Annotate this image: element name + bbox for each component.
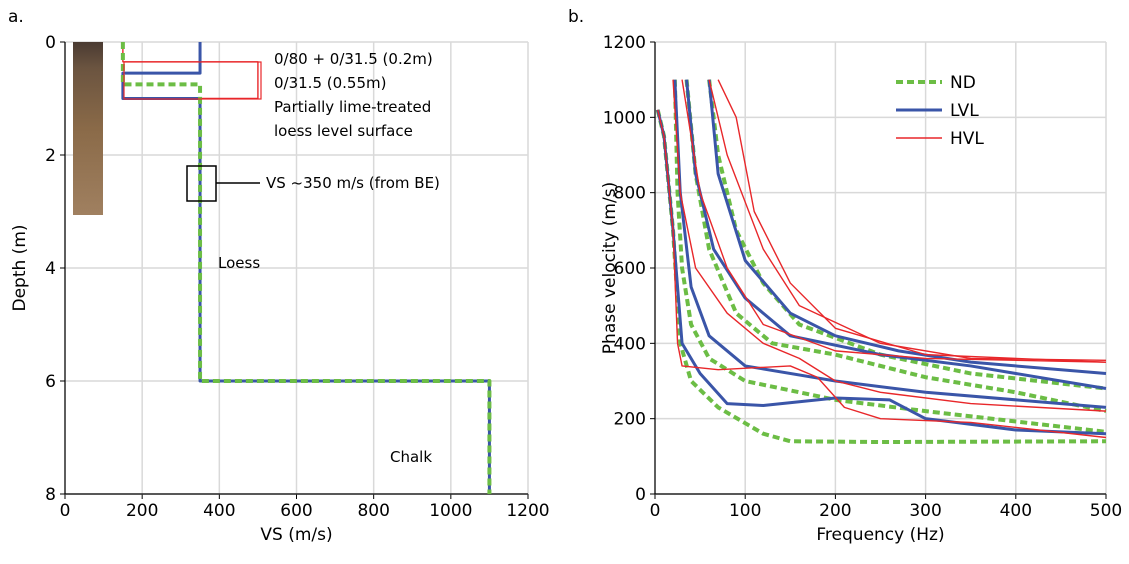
x-tick-label: 1000 (429, 501, 472, 521)
y-tick-label: 8 (45, 485, 56, 505)
annotation: loess level surface (274, 122, 413, 140)
x-axis-label: Frequency (Hz) (816, 525, 944, 545)
y-tick-label: 400 (614, 334, 646, 354)
annotation: 0/80 + 0/31.5 (0.2m) (274, 50, 433, 68)
series-line (717, 79, 1107, 363)
annotation: Partially lime-treated (274, 98, 431, 116)
y-tick-label: 1000 (603, 108, 646, 128)
annotation: 0/31.5 (0.55m) (274, 74, 386, 92)
x-tick-label: 300 (909, 501, 941, 521)
annotation: Loess (218, 254, 260, 272)
series-line (656, 109, 1107, 436)
panel-a: 0 200 400 600 800 1000 1200 0 2 4 6 8 VS (m/s) Depth … (10, 33, 550, 545)
series-line (673, 79, 1107, 409)
annotation-box (123, 61, 262, 100)
annotation: Chalk (390, 448, 432, 466)
x-tick-label: 200 (126, 501, 158, 521)
legend-label: HVL (950, 129, 984, 149)
legend-label: ND (950, 73, 976, 93)
series-line (685, 79, 1107, 391)
x-tick-label: 600 (280, 501, 312, 521)
x-tick-label: 400 (1000, 501, 1032, 521)
x-axis-label: VS (m/s) (260, 525, 332, 545)
annotations: 0/80 + 0/31.5 (0.2m) 0/31.5 (0.55m) Part… (73, 42, 440, 466)
legend-label: LVL (950, 101, 979, 121)
y-axis-label: Phase velocity (m/s) (600, 182, 620, 354)
core-photo (73, 42, 103, 215)
y-tick-label: 600 (614, 259, 646, 279)
x-tick-label: 0 (650, 501, 661, 521)
series-line (708, 79, 1107, 361)
y-tick-label: 2 (45, 146, 56, 166)
series-line (707, 79, 1107, 375)
series-line (707, 79, 1107, 391)
x-tick-label: 0 (60, 501, 71, 521)
series-line (684, 79, 1107, 414)
x-tick-label: 800 (357, 501, 389, 521)
x-tick-label: 200 (819, 501, 851, 521)
series-line (681, 79, 1107, 363)
x-tick-label: 1200 (506, 501, 549, 521)
x-tick-label: 100 (729, 501, 761, 521)
panel-label: a. (8, 7, 24, 27)
panel-label: b. (568, 7, 584, 27)
panel-b: 0 100 200 300 400 500 0 200 400 600 800 1000 1200 Fre… (600, 33, 1122, 545)
annotation: VS ~350 m/s (from BE) (266, 174, 440, 192)
series-line (672, 79, 1107, 412)
y-tick-label: 6 (45, 372, 56, 392)
y-tick-label: 4 (45, 259, 56, 279)
series-line (657, 109, 1107, 439)
y-axis-label: Depth (m) (10, 224, 30, 311)
y-tick-label: 1200 (603, 33, 646, 53)
x-tick-label: 400 (203, 501, 235, 521)
y-tick-label: 0 (635, 485, 646, 505)
y-tick-label: 0 (45, 33, 56, 53)
y-tick-label: 800 (614, 184, 646, 204)
y-tick-label: 200 (614, 410, 646, 430)
series-line (120, 42, 492, 494)
series-line (672, 79, 1107, 434)
x-tick-label: 500 (1090, 501, 1122, 521)
